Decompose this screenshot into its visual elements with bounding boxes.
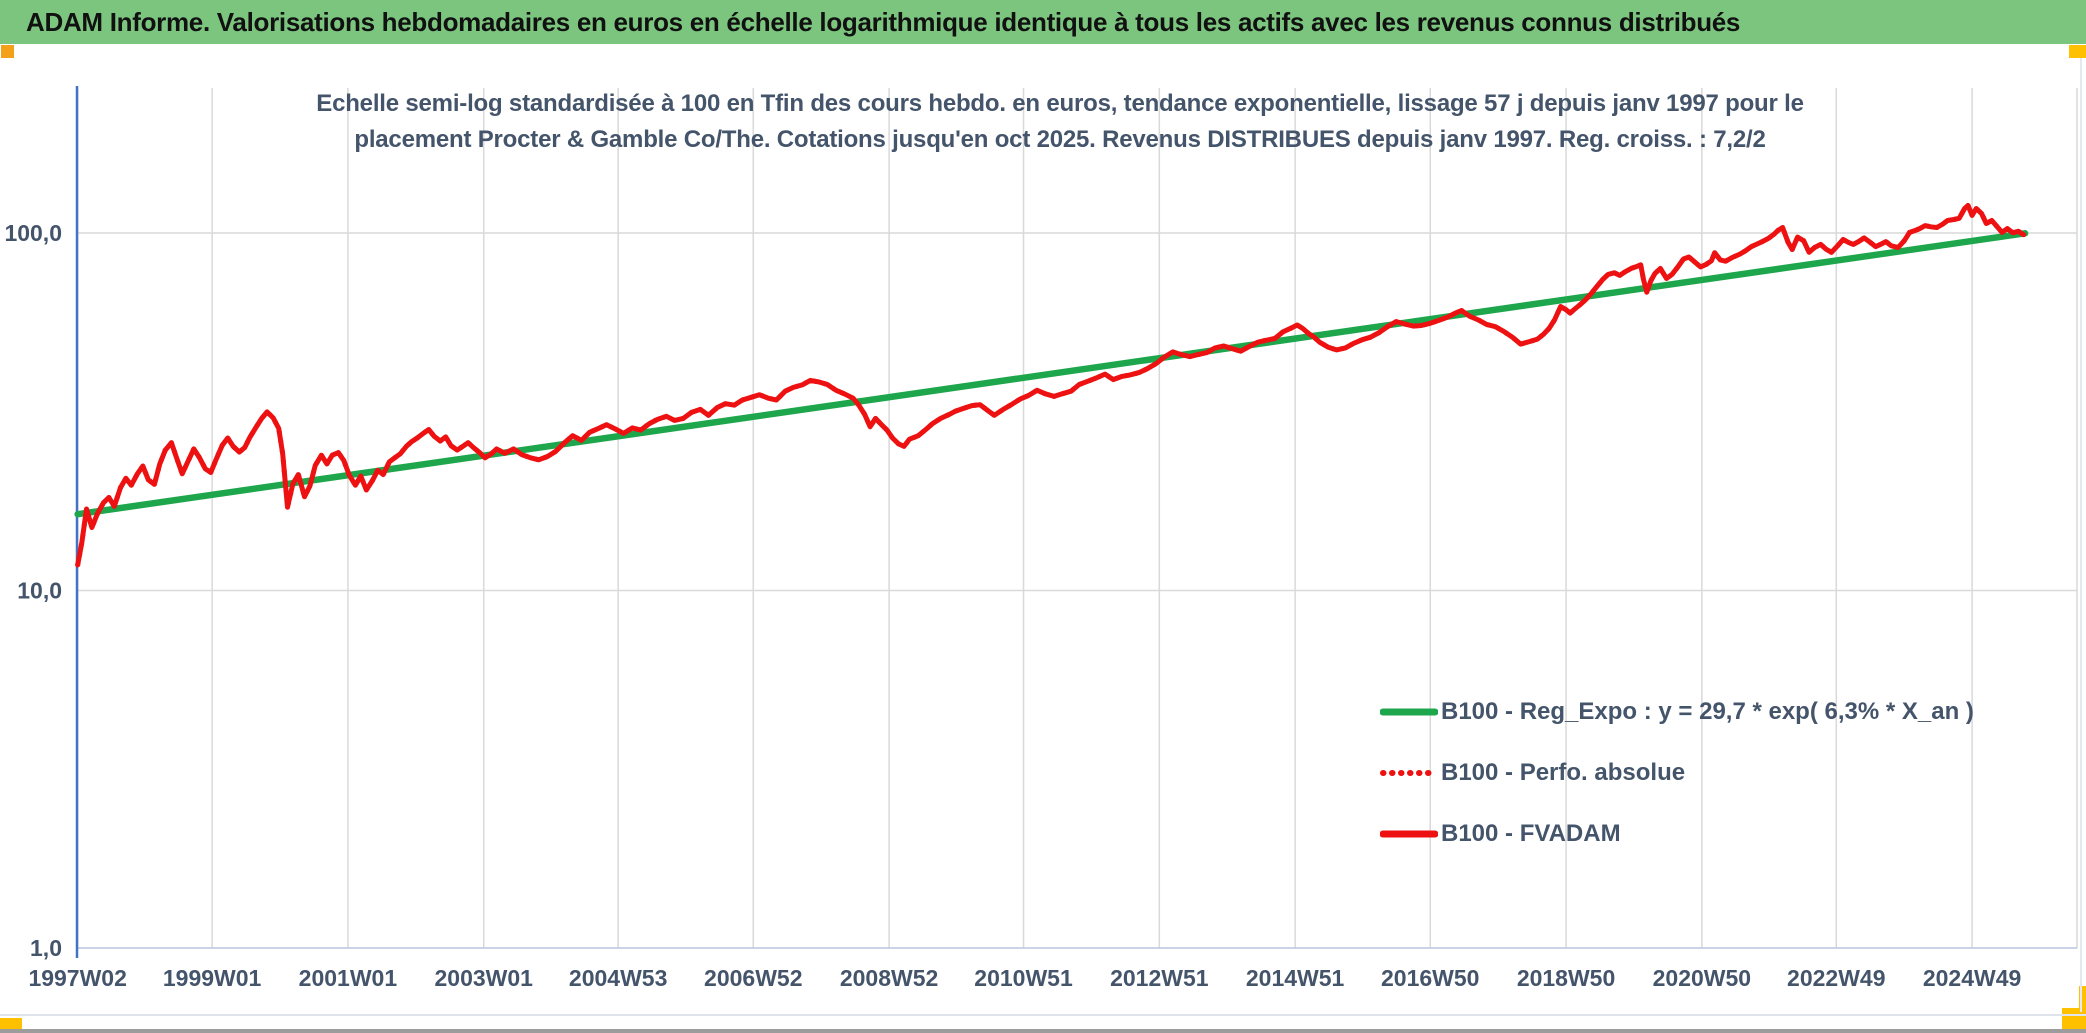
chart-title-line2: placement Procter & Gamble Co/The. Cotat… <box>354 126 1766 153</box>
corner-accent-right-strip <box>2079 986 2086 1008</box>
legend-label: B100 - Reg_Expo : y = 29,7 * exp( 6,3% *… <box>1441 698 1974 725</box>
corner-accent-bottom-left <box>0 1018 22 1032</box>
corner-accent-bottom-right <box>2062 1008 2086 1032</box>
x-axis-tick-label: 2012W51 <box>1110 965 1209 991</box>
x-axis-tick-label: 2001W01 <box>299 965 398 991</box>
x-axis-tick-label: 2008W52 <box>840 965 938 991</box>
x-axis-tick-label: 2018W50 <box>1517 965 1615 991</box>
legend-item: B100 - Reg_Expo : y = 29,7 * exp( 6,3% *… <box>1380 692 1974 732</box>
x-axis-tick-label: 2003W01 <box>434 965 533 991</box>
header-bar: ADAM Informe. Valorisations hebdomadaire… <box>0 0 2086 44</box>
legend-item: B100 - Perfo. absolue <box>1380 753 1974 793</box>
y-axis-tick-label: 100,0 <box>4 220 62 246</box>
y-axis-tick-label: 10,0 <box>17 578 62 604</box>
x-axis-tick-label: 2006W52 <box>704 965 802 991</box>
x-axis-tick-label: 1999W01 <box>163 965 262 991</box>
x-axis-tick-label: 2024W49 <box>1923 965 2021 991</box>
red-solid-line-icon <box>1380 830 1438 838</box>
x-axis-tick-label: 2004W53 <box>569 965 667 991</box>
series-line-green <box>74 230 2029 518</box>
x-axis-tick-label: 2016W50 <box>1381 965 1479 991</box>
x-axis-tick-label: 2010W51 <box>974 965 1073 991</box>
chart-title: Echelle semi-log standardisée à 100 en T… <box>60 86 2060 158</box>
red-dotted-line-icon <box>1380 770 1438 776</box>
x-axis-tick-label: 2020W50 <box>1653 965 1751 991</box>
x-axis-tick-label: 2014W51 <box>1246 965 1345 991</box>
header-title: ADAM Informe. Valorisations hebdomadaire… <box>26 6 1741 37</box>
corner-accent-top-left <box>1 45 14 58</box>
x-axis-tick-label: 1997W02 <box>28 965 126 991</box>
x-axis-tick-label: 2022W49 <box>1787 965 1885 991</box>
bottom-divider <box>0 1014 2086 1016</box>
legend-label: B100 - FVADAM <box>1441 820 1621 847</box>
chart-legend: B100 - Reg_Expo : y = 29,7 * exp( 6,3% *… <box>1380 692 1974 854</box>
corner-accent-top-right <box>2069 45 2086 58</box>
chart-title-line1: Echelle semi-log standardisée à 100 en T… <box>316 90 1804 117</box>
bottom-border <box>0 1029 2086 1033</box>
legend-label: B100 - Perfo. absolue <box>1441 759 1686 786</box>
right-edge-line <box>2080 58 2082 1012</box>
green-solid-line-icon <box>1380 708 1438 716</box>
y-axis-tick-label: 1,0 <box>30 935 62 961</box>
legend-item: B100 - FVADAM <box>1380 814 1974 854</box>
series-line-red <box>75 203 2027 568</box>
